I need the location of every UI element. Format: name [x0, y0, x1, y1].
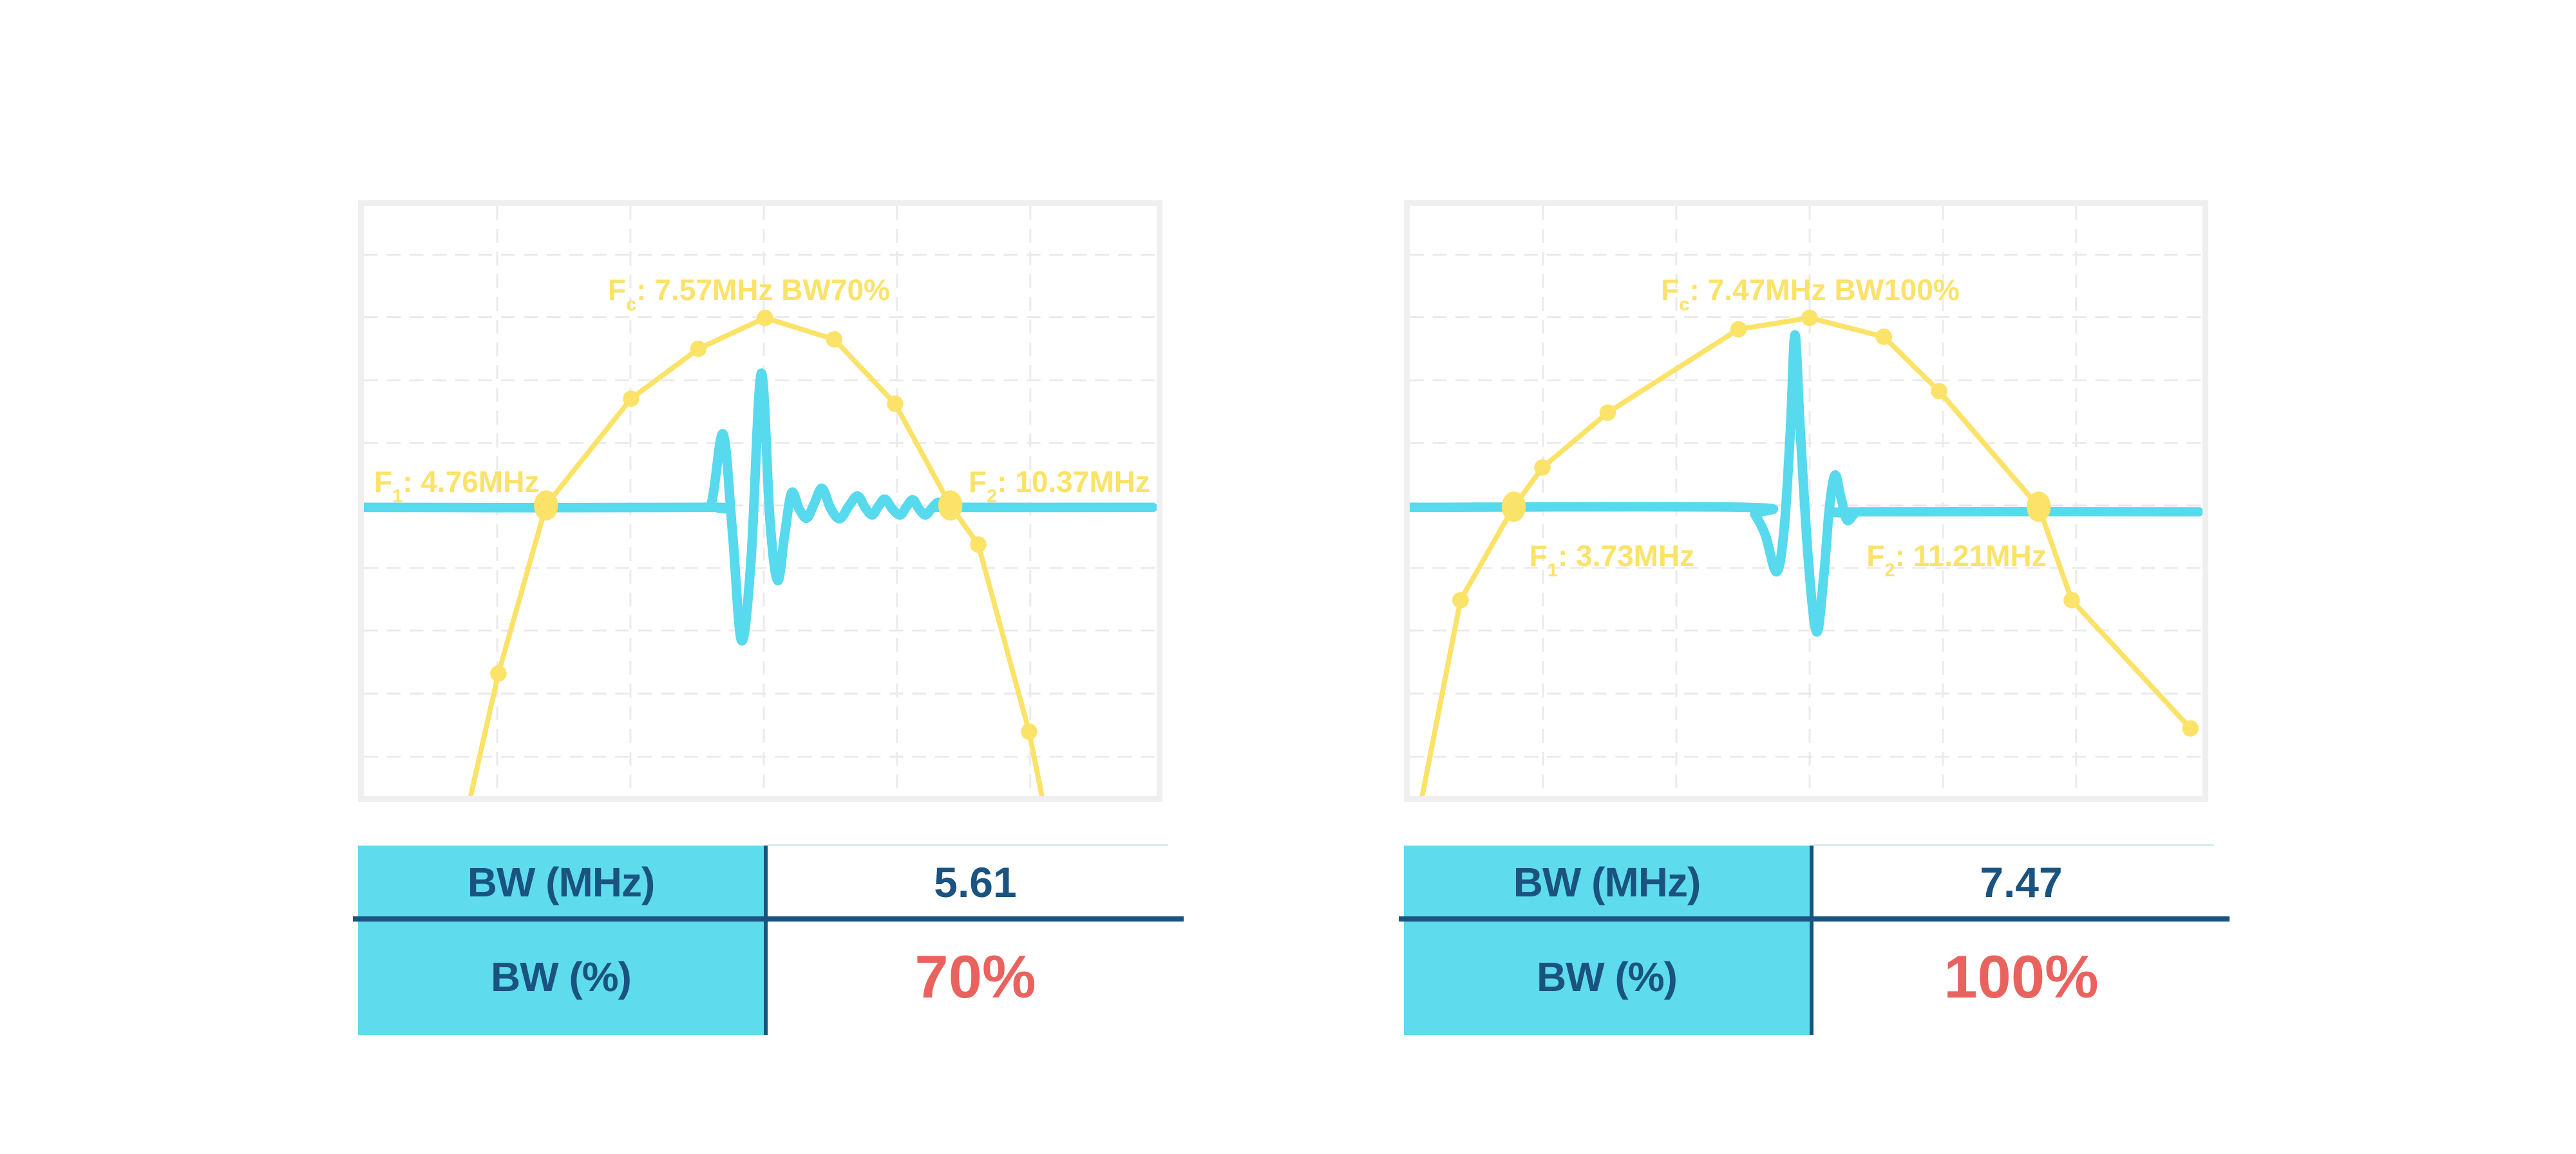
- bw-table-labels-70: BW (MHz) BW (%): [358, 846, 764, 1035]
- f1-label-value: : 4.76MHz: [402, 465, 540, 498]
- f1-annotation-70: F1: 4.76MHz: [374, 465, 540, 506]
- f1-label-sub: 1: [392, 486, 403, 507]
- f1-label-f: F: [1529, 539, 1548, 572]
- spectrum-data-marker: [757, 309, 773, 326]
- fc-label-sub: c: [1679, 294, 1690, 315]
- spectrum-data-marker: [1452, 592, 1469, 609]
- f1-label-sub: 1: [1547, 560, 1558, 581]
- fc-label-value: : 7.47MHz BW100%: [1689, 273, 1960, 307]
- spectrum-line: [468, 315, 1045, 796]
- bw-mhz-value: 5.61: [934, 858, 1017, 906]
- fc-label-sub: c: [626, 294, 637, 315]
- f2-label-sub: 2: [1884, 560, 1895, 581]
- spectrum-data-marker: [970, 536, 987, 553]
- f1-label-f: F: [374, 465, 393, 498]
- spectrum-data-marker: [1730, 321, 1747, 337]
- table-top-divider: [768, 844, 1168, 846]
- fc-annotation-70: Fc: 7.57MHz BW70%: [608, 273, 890, 314]
- spectrum-data-marker: [1875, 328, 1893, 345]
- spectrum-data-marker: [1599, 404, 1616, 421]
- bw-mhz-label-cell: BW (MHz): [1513, 859, 1701, 905]
- bw-pct-label-cell: BW (%): [1537, 954, 1678, 1000]
- spectrum-data-marker: [2182, 720, 2199, 737]
- bw-mhz-value: 7.47: [1980, 858, 2063, 906]
- fc-label-f: F: [1661, 273, 1680, 307]
- spectrum-data-marker: [690, 340, 707, 357]
- spectrum-data-marker: [1931, 383, 1947, 400]
- f2-label-sub: 2: [987, 486, 998, 507]
- pulse-waveform-line: [1410, 330, 2202, 637]
- spectrum-plot-70: [364, 206, 1157, 796]
- table-row-divider: [353, 916, 1184, 922]
- bw-table-values-100: 7.47 100%: [1814, 846, 2229, 1035]
- table-column-divider: [1810, 846, 1814, 1035]
- bw-pct-label-cell: BW (%): [491, 954, 632, 1000]
- spectrum-data-marker: [490, 665, 507, 682]
- bandwidth-edge-marker: [938, 490, 963, 521]
- spectrum-data-marker: [1534, 459, 1551, 476]
- bandwidth-edge-marker: [534, 490, 558, 521]
- spectrum-data-marker: [1801, 309, 1818, 326]
- table-top-divider: [1814, 844, 2214, 846]
- spectrum-data-marker: [1021, 723, 1037, 740]
- pulse-waveform-line: [364, 368, 1157, 646]
- table-row-divider: [1399, 916, 2230, 922]
- spectrum-line: [1419, 315, 2193, 796]
- spectrum-panel-100: Fc: 7.47MHz BW100% F1: 3.73MHz F2: 11.21…: [1404, 200, 2208, 802]
- spectrum-data-marker: [826, 331, 843, 348]
- bw-table-labels-100: BW (MHz) BW (%): [1404, 846, 1810, 1035]
- bandwidth-edge-marker: [1501, 491, 1526, 522]
- bw-table-values-70: 5.61 70%: [768, 846, 1183, 1035]
- chart-block-100: Fc: 7.47MHz BW100% F1: 3.73MHz F2: 11.21…: [1399, 200, 2235, 1035]
- spectrum-data-marker: [623, 390, 639, 407]
- bw-mhz-label-cell: BW (MHz): [467, 859, 656, 905]
- spectrum-data-marker: [2063, 592, 2080, 609]
- bw-pct-value: 70%: [914, 943, 1036, 1010]
- spectrum-plot-100: [1410, 206, 2202, 796]
- table-column-divider: [764, 846, 768, 1035]
- f1-annotation-100: F1: 3.73MHz: [1529, 539, 1695, 580]
- f2-label-f: F: [1866, 539, 1885, 572]
- spectrum-data-marker: [887, 395, 904, 412]
- f2-label-f: F: [969, 465, 987, 498]
- f2-label-value: : 11.21MHz: [1895, 539, 2047, 572]
- f2-annotation-100: F2: 11.21MHz: [1866, 539, 2047, 580]
- f2-label-value: : 10.37MHz: [997, 465, 1150, 498]
- f1-label-value: : 3.73MHz: [1558, 539, 1695, 572]
- f2-annotation-70: F2: 10.37MHz: [969, 465, 1150, 506]
- fc-label-value: : 7.57MHz BW70%: [636, 273, 890, 307]
- chart-block-70: Fc: 7.57MHz BW70% F1: 4.76MHz F2: 10.37M…: [353, 200, 1189, 1035]
- bw-pct-value: 100%: [1944, 943, 2099, 1010]
- spectrum-panel-70: Fc: 7.57MHz BW70% F1: 4.76MHz F2: 10.37M…: [358, 200, 1162, 802]
- fc-annotation-100: Fc: 7.47MHz BW100%: [1661, 273, 1960, 314]
- bandwidth-edge-marker: [2026, 491, 2051, 522]
- fc-label-f: F: [608, 273, 627, 307]
